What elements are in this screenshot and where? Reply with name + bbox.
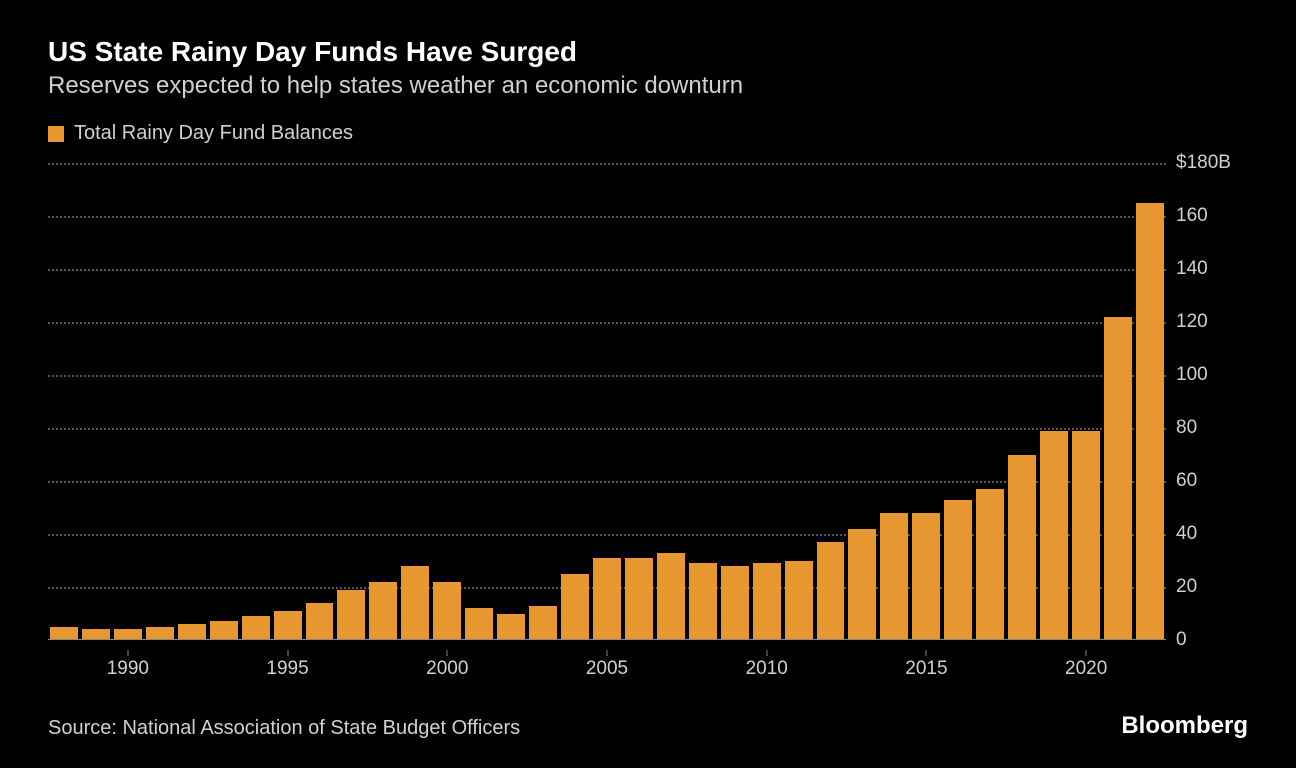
y-tick-label: 140 bbox=[1176, 258, 1208, 280]
bar bbox=[880, 513, 908, 640]
bar bbox=[274, 611, 302, 640]
y-tick-label: 60 bbox=[1176, 470, 1197, 492]
y-tick-label: 0 bbox=[1176, 629, 1187, 651]
x-axis: 1990 1995 2000 2005 2010 2015 2020 bbox=[48, 650, 1166, 684]
bar bbox=[306, 603, 334, 640]
bar bbox=[337, 590, 365, 640]
x-tick-mark bbox=[447, 650, 448, 656]
legend-swatch bbox=[48, 126, 64, 142]
legend-label: Total Rainy Day Fund Balances bbox=[74, 122, 353, 145]
bar bbox=[785, 561, 813, 640]
x-tick-label: 2020 bbox=[1065, 658, 1107, 680]
chart-area: $180B160140120100806040200 bbox=[48, 163, 1248, 640]
bar bbox=[944, 500, 972, 640]
bar bbox=[689, 563, 717, 640]
bar bbox=[912, 513, 940, 640]
y-tick-label: 20 bbox=[1176, 576, 1197, 598]
bar bbox=[178, 624, 206, 640]
baseline bbox=[48, 639, 1166, 640]
x-tick-label: 2010 bbox=[746, 658, 788, 680]
plot-area bbox=[48, 163, 1166, 640]
bar bbox=[1104, 317, 1132, 640]
x-tick-label: 2015 bbox=[905, 658, 947, 680]
y-tick-label: 120 bbox=[1176, 311, 1208, 333]
x-tick-mark bbox=[766, 650, 767, 656]
bar bbox=[433, 582, 461, 640]
bar bbox=[561, 574, 589, 640]
chart-container: US State Rainy Day Funds Have Surged Res… bbox=[0, 0, 1296, 768]
x-tick-label: 1990 bbox=[107, 658, 149, 680]
bar bbox=[1008, 455, 1036, 641]
footer: Source: National Association of State Bu… bbox=[48, 712, 1248, 740]
bar bbox=[1040, 431, 1068, 640]
chart-title: US State Rainy Day Funds Have Surged bbox=[48, 36, 1248, 68]
bar bbox=[529, 606, 557, 640]
bar bbox=[625, 558, 653, 640]
y-tick-label: 40 bbox=[1176, 523, 1197, 545]
bar bbox=[242, 616, 270, 640]
y-tick-label: 80 bbox=[1176, 417, 1197, 439]
bar bbox=[753, 563, 781, 640]
bar bbox=[721, 566, 749, 640]
bar bbox=[817, 542, 845, 640]
x-tick-mark bbox=[607, 650, 608, 656]
bar bbox=[497, 614, 525, 641]
bar bbox=[1136, 203, 1164, 640]
x-tick-mark bbox=[1086, 650, 1087, 656]
x-tick-mark bbox=[127, 650, 128, 656]
x-tick-mark bbox=[926, 650, 927, 656]
x-tick-mark bbox=[287, 650, 288, 656]
x-tick-label: 2000 bbox=[426, 658, 468, 680]
y-tick-label: 100 bbox=[1176, 364, 1208, 386]
bar bbox=[369, 582, 397, 640]
source-text: Source: National Association of State Bu… bbox=[48, 717, 520, 740]
y-tick-label: 160 bbox=[1176, 205, 1208, 227]
bar bbox=[210, 621, 238, 640]
y-axis: $180B160140120100806040200 bbox=[1166, 163, 1248, 640]
chart-subtitle: Reserves expected to help states weather… bbox=[48, 72, 1248, 100]
brand-logo: Bloomberg bbox=[1121, 712, 1248, 740]
x-tick-label: 2005 bbox=[586, 658, 628, 680]
bar bbox=[848, 529, 876, 640]
bars bbox=[48, 163, 1166, 640]
bar bbox=[50, 627, 78, 640]
bar bbox=[593, 558, 621, 640]
bar bbox=[465, 608, 493, 640]
bar bbox=[401, 566, 429, 640]
bar bbox=[657, 553, 685, 640]
legend: Total Rainy Day Fund Balances bbox=[48, 122, 1248, 145]
bar bbox=[146, 627, 174, 640]
bar bbox=[1072, 431, 1100, 640]
x-tick-label: 1995 bbox=[266, 658, 308, 680]
y-tick-label: $180B bbox=[1176, 152, 1231, 174]
bar bbox=[976, 489, 1004, 640]
